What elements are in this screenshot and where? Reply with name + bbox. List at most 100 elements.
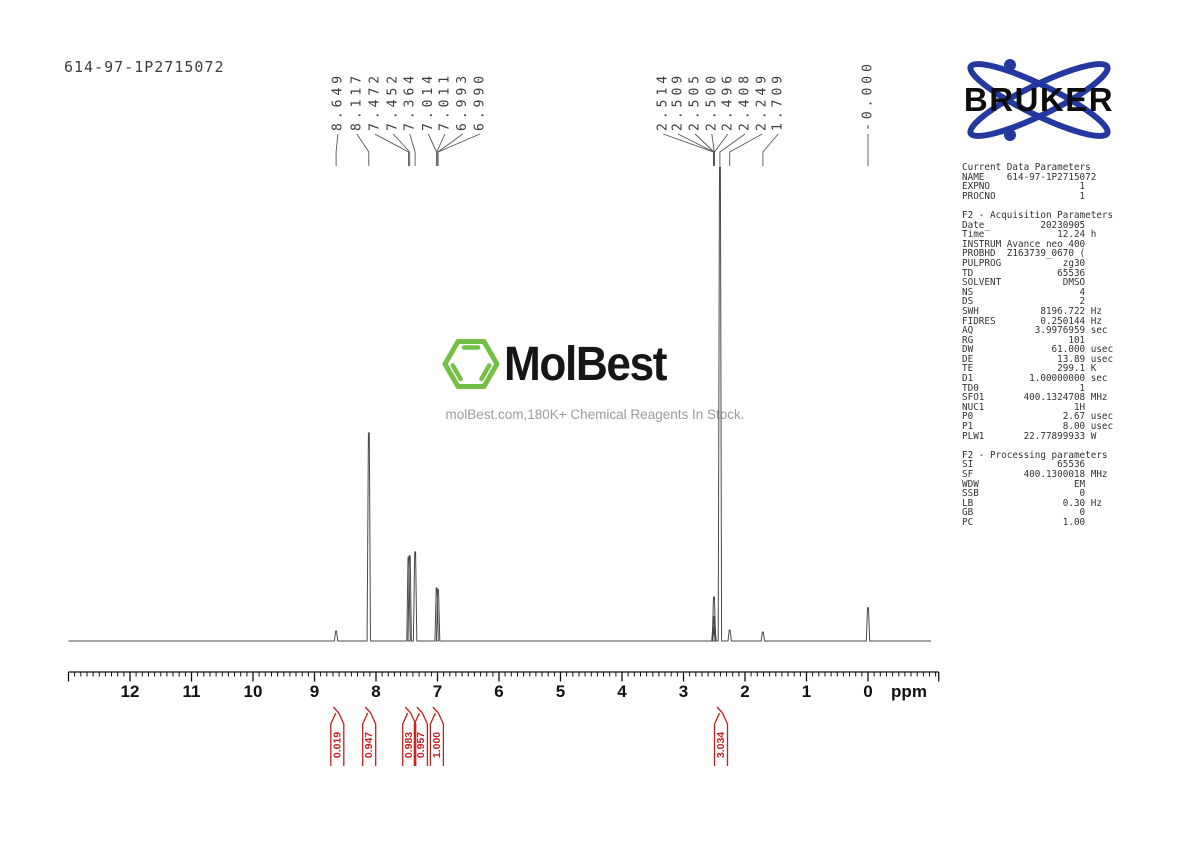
param-row: D1 1.00000000 sec	[962, 373, 1108, 385]
param-row: TD 65536	[962, 267, 1086, 279]
param-row: TD0 1	[962, 382, 1086, 394]
peak-connector-line	[374, 133, 409, 166]
nmr-spectrum-plot: 8.649 8.117 7.472 7.452 7.364 7.014 7.011 6.993…	[67, 60, 940, 766]
peak-connector-line	[409, 133, 416, 166]
axis-tick-label: 6	[494, 682, 503, 701]
param-section-header: F2 - Processing parameters	[962, 449, 1108, 461]
param-row: SSB 0	[962, 488, 1086, 500]
peak-label: -0.000	[861, 60, 876, 131]
param-row: P1 8.00 usec	[962, 421, 1114, 433]
param-row: SWH 8196.722 Hz	[962, 305, 1102, 317]
integral-value: 0.957	[415, 732, 427, 758]
molbest-tagline: molBest.com,180K+ Chemical Reagents In S…	[445, 407, 745, 422]
integral-bracket	[402, 712, 417, 766]
peak-connector-line	[436, 133, 446, 166]
axis-tick-label: 12	[121, 682, 140, 701]
param-row: GB 0	[962, 507, 1086, 519]
peak-label: 1.709	[771, 72, 786, 131]
integral-bracket	[413, 712, 429, 766]
peak-connector-line	[694, 133, 715, 166]
peak-label: 2.500	[704, 72, 719, 131]
param-row: Date_ 20230905	[962, 219, 1086, 231]
integral-bracket	[362, 712, 377, 766]
param-row: NS 4	[962, 286, 1086, 298]
integral-value: 0.019	[331, 732, 343, 758]
peak-label: 2.509	[671, 72, 686, 131]
integral-hook	[332, 706, 340, 714]
peak-label: 7.472	[367, 72, 382, 131]
integral-hook	[716, 706, 723, 714]
axis-tick-label: 9	[310, 682, 319, 701]
param-row: DS 2	[962, 296, 1086, 308]
peak-label: 6.990	[472, 72, 487, 131]
integral-bracket	[713, 712, 729, 766]
peak-label: 2.505	[688, 72, 703, 131]
bruker-logo: BRUKER	[950, 54, 1128, 148]
param-row: PROCNO 1	[962, 190, 1086, 202]
peak-label: 7.014	[421, 72, 436, 131]
integral-hook	[404, 706, 412, 714]
peak-connector-line	[714, 133, 729, 166]
spectrum-trace	[68, 166, 931, 642]
molbest-brand-text: MolBest	[504, 337, 667, 391]
param-row: TE 299.1 K	[962, 363, 1097, 375]
integral-value: 1.000	[431, 732, 443, 758]
axis-tick-label: 4	[617, 682, 627, 701]
integral-hook	[364, 706, 372, 714]
peak-connector-line	[427, 133, 438, 166]
peak-label: 7.452	[386, 72, 401, 131]
param-row: INSTRUM Avance neo 400	[962, 238, 1086, 250]
param-row: SF 400.1300018 MHz	[962, 469, 1108, 480]
peak-label: 7.011	[437, 72, 452, 131]
integral-bracket	[429, 712, 445, 766]
peak-label: 8.117	[349, 72, 364, 131]
param-row: NAME 614-97-1P2715072	[962, 171, 1097, 183]
axis-unit-label: ppm	[891, 682, 927, 701]
param-row: SFO1 400.1324708 MHz	[962, 392, 1108, 404]
molbest-watermark: MolBest molBest.com,180K+ Chemical Reage…	[440, 333, 760, 422]
peak-label: 8.649	[330, 72, 345, 131]
peak-connector-line	[392, 133, 411, 166]
peak-label: 2.496	[720, 72, 735, 131]
param-row: PROBHD Z163739_0670 (	[962, 248, 1086, 260]
axis-tick-label: 7	[433, 682, 442, 701]
integral-value: 0.983	[403, 732, 415, 758]
param-row: PULPROG zg30	[962, 257, 1086, 269]
axis-tick-label: 5	[556, 682, 565, 701]
axis-tick-label: 3	[679, 682, 688, 701]
integral-value: 3.034	[715, 732, 727, 758]
param-row: PC 1.00	[962, 516, 1086, 528]
param-row: RG 101	[962, 334, 1086, 346]
integral-value: 0.947	[363, 732, 375, 758]
param-row: DE 13.89 usec	[962, 353, 1114, 365]
peak-label: 2.249	[755, 72, 770, 131]
bruker-wordmark: BRUKER	[964, 81, 1114, 118]
param-row: LB 0.30 Hz	[962, 497, 1102, 509]
param-section-header: Current Data Parameters	[962, 162, 1091, 173]
integral-bracket	[330, 712, 345, 766]
peak-label: 2.514	[656, 72, 671, 131]
integral-hook	[416, 706, 423, 714]
peak-connector-line	[335, 133, 339, 166]
param-row: P0 2.67 usec	[962, 411, 1114, 423]
param-row: SI 65536	[962, 459, 1086, 471]
param-row: Time 12.24 h	[962, 229, 1097, 241]
peak-connector-line	[719, 133, 746, 166]
integral-hook	[432, 706, 439, 714]
axis-tick-label: 2	[740, 682, 749, 701]
axis-tick-label: 11	[183, 682, 201, 701]
param-row: SOLVENT DMSO	[962, 277, 1086, 289]
param-row: EXPNO 1	[962, 181, 1086, 193]
axis-tick-label: 0	[863, 682, 872, 701]
peak-label: 2.408	[738, 72, 753, 131]
peak-label: 6.993	[455, 72, 470, 131]
axis-tick-label: 8	[371, 682, 380, 701]
peak-connector-line	[437, 133, 481, 166]
parameter-block: Current Data Parameters NAME 614-97-1P271…	[962, 163, 1113, 528]
param-row: WDW EM	[962, 478, 1086, 490]
bruker-atom-icon: BRUKER	[964, 59, 1114, 141]
axis-tick-label: 10	[244, 682, 263, 701]
peak-connector-line	[729, 133, 763, 166]
param-row: FIDRES 0.250144 Hz	[962, 315, 1102, 327]
param-row: AQ 3.9976959 sec	[962, 325, 1108, 337]
